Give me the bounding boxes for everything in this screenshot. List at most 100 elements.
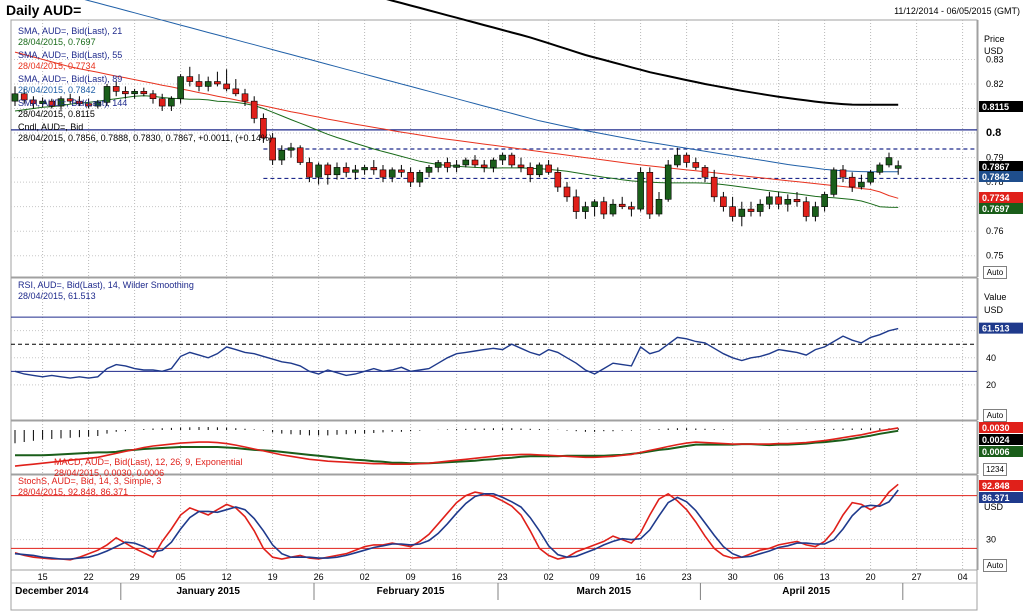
candle-body <box>168 98 175 107</box>
date-range: 11/12/2014 - 06/05/2015 (GMT) <box>894 6 1020 16</box>
price-legend-value: 28/04/2015, 0.7734 <box>18 61 96 71</box>
macd-value-badge-text: 0.0030 <box>982 423 1010 433</box>
candle-body <box>158 98 166 107</box>
price-legend-label: Cndl, AUD=, Bid <box>18 122 83 132</box>
candle-body <box>352 169 359 173</box>
candle-body <box>471 159 479 166</box>
candle-body <box>802 201 810 217</box>
rsi-legend-value: 28/04/2015, 61.513 <box>18 291 96 301</box>
candle-body <box>103 86 111 103</box>
candle-body <box>563 186 571 198</box>
price-legend-label: SMA, AUD=, Bid(Last), 144 <box>18 98 127 108</box>
price-value-badge <box>979 161 1023 172</box>
sma144-line <box>386 0 899 106</box>
candle-body <box>177 76 184 100</box>
x-tick-label-day: 23 <box>682 572 692 582</box>
candle-body <box>85 103 92 107</box>
candle-body <box>655 198 663 215</box>
time-axis-frame <box>10 569 978 611</box>
stoch-k-line <box>14 483 899 561</box>
chart-header: Daily AUD= 11/12/2014 - 06/05/2015 (GMT) <box>0 0 1024 20</box>
candle-body <box>885 157 893 166</box>
price-legend-label: SMA, AUD=, Bid(Last), 89 <box>18 74 122 84</box>
x-tick-label-day: 29 <box>130 572 140 582</box>
candle-body <box>710 176 718 198</box>
x-tick-label-day: 12 <box>222 572 232 582</box>
candle-body <box>848 176 856 188</box>
candle-body <box>554 172 562 188</box>
price-value-badge-text: 0.7697 <box>982 204 1010 214</box>
candle-body <box>48 100 56 107</box>
candle-body <box>536 164 543 176</box>
candle-body <box>20 93 28 101</box>
candle-body <box>499 154 506 161</box>
x-tick-label-day: 15 <box>38 572 48 582</box>
candle-body <box>278 149 286 161</box>
candle-body <box>674 154 681 166</box>
price-legend-value: 28/04/2015, 0.7856, 0.7888, 0.7830, 0.78… <box>18 133 272 143</box>
price-value-badge-text: 0.7867 <box>982 162 1010 172</box>
x-tick-label-day: 05 <box>176 572 186 582</box>
price-value-badge-text: 0.7842 <box>982 172 1010 182</box>
macd-value-badge-text: 0.0024 <box>982 435 1010 445</box>
candle-body <box>821 194 828 207</box>
x-tick-label-day: 27 <box>912 572 922 582</box>
candle-body <box>232 88 240 95</box>
candle-body <box>425 167 433 173</box>
x-tick-label-day: 16 <box>636 572 646 582</box>
candle-body <box>609 203 617 215</box>
candle-body <box>582 206 589 212</box>
price-panel-frame <box>10 19 978 278</box>
price-value-badge <box>979 171 1023 182</box>
x-tick-label-month: April 2015 <box>782 586 830 597</box>
x-tick-label-day: 06 <box>774 572 784 582</box>
y-tick-label: 0.83 <box>986 54 1004 64</box>
candle-body <box>517 164 525 168</box>
candle-body <box>434 162 442 168</box>
candle-body <box>545 164 552 173</box>
candle-body <box>149 93 157 100</box>
macd-pages-button[interactable]: 1234 <box>983 463 1007 476</box>
candle-body <box>894 165 902 169</box>
y-axis-unit: USD <box>984 46 1004 56</box>
candle-body <box>839 169 847 178</box>
x-tick-label-day: 20 <box>866 572 876 582</box>
macd-value-badge <box>979 422 1023 433</box>
candle-body <box>444 162 451 168</box>
chart-title: Daily AUD= <box>6 2 82 18</box>
candle-body <box>122 91 129 95</box>
candle-body <box>508 154 516 166</box>
candle-body <box>766 196 773 205</box>
x-tick-label-day: 26 <box>314 572 324 582</box>
x-tick-label-day: 04 <box>958 572 968 582</box>
x-tick-label-day: 19 <box>268 572 278 582</box>
price-auto-button[interactable]: Auto <box>983 266 1007 279</box>
candle-body <box>30 99 37 104</box>
x-tick-label-month: February 2015 <box>377 586 445 597</box>
candle-body <box>453 164 460 168</box>
rsi-auto-button[interactable]: Auto <box>983 409 1007 422</box>
rsi-line <box>14 327 899 379</box>
candle-body <box>646 172 654 215</box>
candle-body <box>76 100 83 104</box>
macd-line <box>14 427 899 467</box>
stoch-auto-button[interactable]: Auto <box>983 559 1007 572</box>
candle-body <box>756 203 764 212</box>
y-tick-label: 0.79 <box>986 153 1004 163</box>
candle-body <box>223 83 230 90</box>
candle-body <box>729 206 736 217</box>
candle-body <box>876 164 884 173</box>
candle-body <box>480 164 488 168</box>
candle-body <box>361 167 368 171</box>
candle-body <box>637 172 644 210</box>
candle-body <box>388 169 396 178</box>
candle-body <box>296 147 304 163</box>
sma55-line <box>14 51 899 199</box>
candle-body <box>204 81 212 87</box>
macd-value-badge <box>979 434 1023 445</box>
candle-body <box>490 159 497 168</box>
candle-body <box>462 159 470 166</box>
candle-body <box>57 98 65 107</box>
